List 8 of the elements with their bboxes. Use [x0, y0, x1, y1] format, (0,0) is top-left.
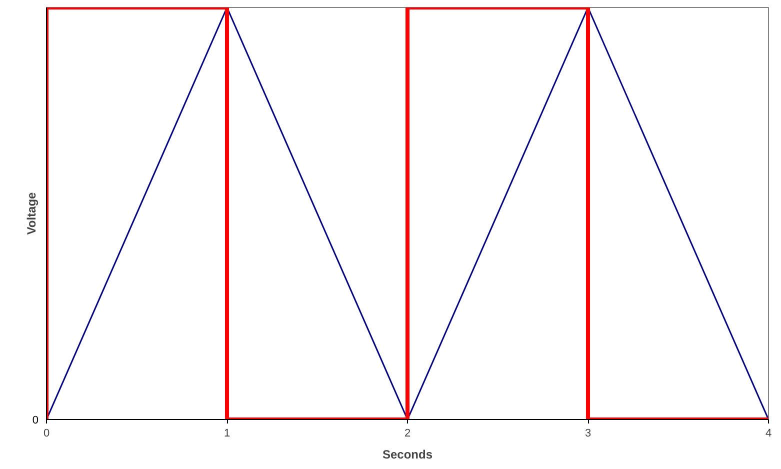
x-tick-label: 4 — [765, 428, 772, 440]
x-tick-label: 1 — [224, 428, 230, 440]
x-tick-label: 0 — [43, 428, 50, 440]
x-axis-title: Seconds — [382, 448, 433, 462]
x-tick-label: 2 — [404, 428, 411, 440]
text: 0 — [32, 414, 39, 426]
x-tick-label: 3 — [584, 428, 592, 440]
y-axis-title: Voltage — [24, 192, 38, 235]
